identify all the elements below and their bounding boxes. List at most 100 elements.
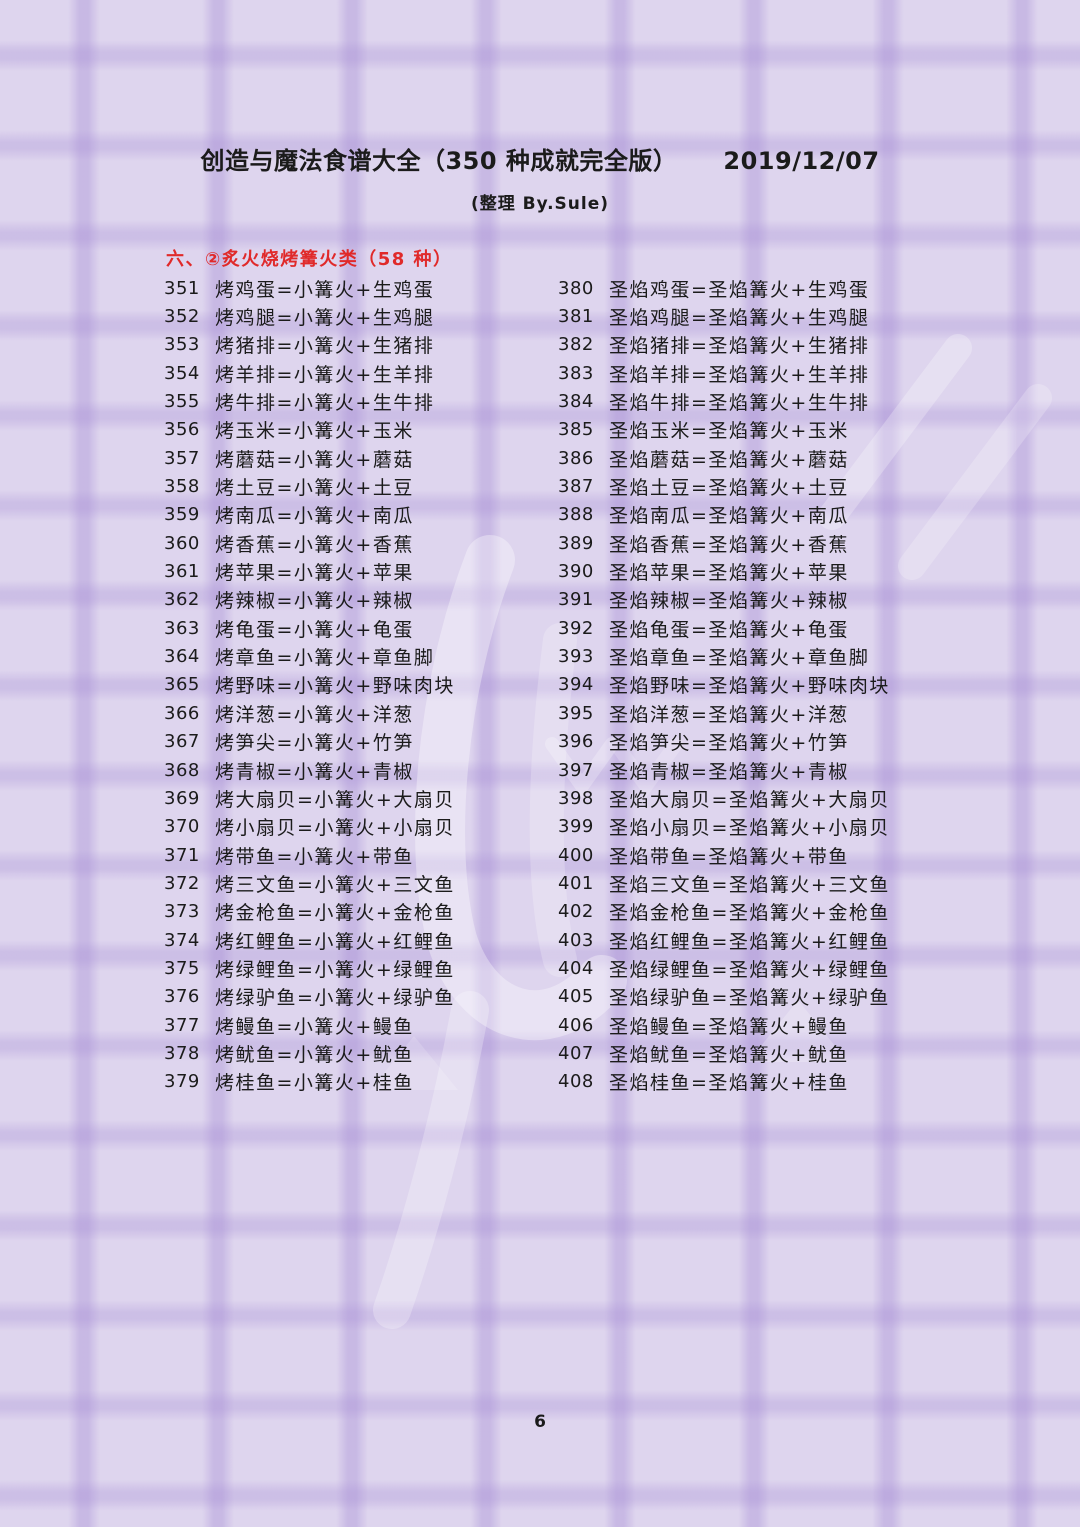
recipe-text: 烤带鱼=小篝火+带鱼 (215, 845, 414, 868)
recipe-text: 圣焰笋尖=圣焰篝火+竹笋 (609, 732, 849, 755)
page-date: 2019/12/07 (723, 147, 880, 175)
recipe-row: 404 圣焰绿鲤鱼=圣焰篝火+绿鲤鱼 (558, 954, 924, 982)
recipe-row: 378 烤鱿鱼=小篝火+鱿鱼 (164, 1039, 558, 1067)
recipe-number: 408 (558, 1071, 594, 1093)
recipe-text: 烤笋尖=小篝火+竹笋 (215, 732, 414, 755)
recipe-number: 406 (558, 1014, 594, 1036)
recipe-text: 烤三文鱼=小篝火+三文鱼 (215, 873, 455, 896)
recipe-row: 387 圣焰土豆=圣焰篝火+土豆 (558, 472, 924, 500)
recipe-row: 376 烤绿驴鱼=小篝火+绿驴鱼 (164, 983, 558, 1011)
recipe-text: 烤金枪鱼=小篝火+金枪鱼 (215, 902, 455, 925)
page-title: 创造与魔法食谱大全（350 种成就完全版） (200, 147, 678, 175)
recipe-row: 396 圣焰笋尖=圣焰篝火+竹笋 (558, 728, 924, 756)
recipe-row: 408 圣焰桂鱼=圣焰篝火+桂鱼 (558, 1068, 924, 1096)
recipe-row: 370 烤小扇贝=小篝火+小扇贝 (164, 813, 558, 841)
recipe-number: 358 (164, 476, 200, 498)
recipe-number: 387 (558, 476, 594, 498)
recipe-text: 圣焰辣椒=圣焰篝火+辣椒 (609, 590, 849, 613)
recipe-text: 圣焰龟蛋=圣焰篝火+龟蛋 (609, 618, 849, 641)
recipe-number: 351 (164, 277, 200, 299)
recipe-row: 363 烤龟蛋=小篝火+龟蛋 (164, 614, 558, 642)
recipe-number: 382 (558, 334, 594, 356)
recipe-text: 烤洋葱=小篝火+洋葱 (215, 703, 414, 726)
recipe-text: 圣焰土豆=圣焰篝火+土豆 (609, 477, 849, 500)
recipe-number: 370 (164, 816, 200, 838)
recipe-number: 374 (164, 929, 200, 951)
recipe-number: 393 (558, 646, 594, 668)
recipe-row: 380 圣焰鸡蛋=圣焰篝火+生鸡蛋 (558, 274, 924, 302)
recipe-text: 圣焰红鲤鱼=圣焰篝火+红鲤鱼 (609, 930, 890, 953)
recipe-text: 烤蘑菇=小篝火+蘑菇 (215, 448, 414, 471)
recipe-row: 401 圣焰三文鱼=圣焰篝火+三文鱼 (558, 869, 924, 897)
recipe-number: 388 (558, 504, 594, 526)
recipe-number: 381 (558, 306, 594, 328)
recipe-number: 368 (164, 759, 200, 781)
recipe-number: 394 (558, 674, 594, 696)
recipe-row: 381 圣焰鸡腿=圣焰篝火+生鸡腿 (558, 302, 924, 330)
recipe-text: 烤玉米=小篝火+玉米 (215, 420, 414, 443)
recipe-text: 圣焰鱿鱼=圣焰篝火+鱿鱼 (609, 1043, 849, 1066)
recipe-row: 375 烤绿鲤鱼=小篝火+绿鲤鱼 (164, 954, 558, 982)
recipe-row: 367 烤笋尖=小篝火+竹笋 (164, 728, 558, 756)
recipe-number: 385 (558, 419, 594, 441)
recipe-number: 376 (164, 986, 200, 1008)
recipe-number: 404 (558, 957, 594, 979)
recipe-number: 352 (164, 306, 200, 328)
recipe-row: 386 圣焰蘑菇=圣焰篝火+蘑菇 (558, 444, 924, 472)
recipe-row: 385 圣焰玉米=圣焰篝火+玉米 (558, 416, 924, 444)
recipe-text: 圣焰野味=圣焰篝火+野味肉块 (609, 675, 890, 698)
recipe-text: 圣焰桂鱼=圣焰篝火+桂鱼 (609, 1072, 849, 1095)
recipe-row: 389 圣焰香蕉=圣焰篝火+香蕉 (558, 529, 924, 557)
recipe-number: 402 (558, 901, 594, 923)
recipe-number: 378 (164, 1042, 200, 1064)
recipe-text: 烤青椒=小篝火+青椒 (215, 760, 414, 783)
recipe-text: 圣焰香蕉=圣焰篝火+香蕉 (609, 533, 849, 556)
recipe-row: 352 烤鸡腿=小篝火+生鸡腿 (164, 302, 558, 330)
recipe-text: 圣焰鳗鱼=圣焰篝火+鳗鱼 (609, 1015, 849, 1038)
recipe-number: 361 (164, 561, 200, 583)
recipe-row: 382 圣焰猪排=圣焰篝火+生猪排 (558, 331, 924, 359)
recipe-row: 365 烤野味=小篝火+野味肉块 (164, 671, 558, 699)
recipe-number: 395 (558, 702, 594, 724)
recipe-text: 烤香蕉=小篝火+香蕉 (215, 533, 414, 556)
recipe-text: 圣焰章鱼=圣焰篝火+章鱼脚 (609, 647, 870, 670)
recipe-row: 355 烤牛排=小篝火+生牛排 (164, 387, 558, 415)
recipe-row: 369 烤大扇贝=小篝火+大扇贝 (164, 784, 558, 812)
recipe-text: 圣焰苹果=圣焰篝火+苹果 (609, 562, 849, 585)
recipe-row: 356 烤玉米=小篝火+玉米 (164, 416, 558, 444)
recipe-number: 364 (164, 646, 200, 668)
recipe-row: 407 圣焰鱿鱼=圣焰篝火+鱿鱼 (558, 1039, 924, 1067)
recipe-text: 烤鳗鱼=小篝火+鳗鱼 (215, 1015, 414, 1038)
recipe-row: 383 圣焰羊排=圣焰篝火+生羊排 (558, 359, 924, 387)
recipe-row: 351 烤鸡蛋=小篝火+生鸡蛋 (164, 274, 558, 302)
recipe-number: 363 (164, 617, 200, 639)
recipe-text: 圣焰绿鲤鱼=圣焰篝火+绿鲤鱼 (609, 958, 890, 981)
recipe-row: 398 圣焰大扇贝=圣焰篝火+大扇贝 (558, 784, 924, 812)
recipe-number: 398 (558, 787, 594, 809)
recipe-row: 353 烤猪排=小篝火+生猪排 (164, 331, 558, 359)
recipe-text: 烤红鲤鱼=小篝火+红鲤鱼 (215, 930, 455, 953)
recipe-number: 355 (164, 391, 200, 413)
recipe-row: 359 烤南瓜=小篝火+南瓜 (164, 501, 558, 529)
recipe-text: 圣焰玉米=圣焰篝火+玉米 (609, 420, 849, 443)
page-header: 创造与魔法食谱大全（350 种成就完全版） 2019/12/07 (0, 141, 1080, 176)
recipe-text: 圣焰小扇贝=圣焰篝火+小扇贝 (609, 817, 890, 840)
recipe-number: 396 (558, 731, 594, 753)
section-heading: 六、②炙火烧烤篝火类（58 种） (166, 249, 453, 270)
page-number: 6 (534, 1412, 546, 1432)
recipe-number: 373 (164, 901, 200, 923)
recipe-number: 380 (558, 277, 594, 299)
recipe-text: 烤羊排=小篝火+生羊排 (215, 363, 435, 386)
recipe-text: 圣焰牛排=圣焰篝火+生牛排 (609, 392, 870, 415)
recipe-row: 391 圣焰辣椒=圣焰篝火+辣椒 (558, 586, 924, 614)
recipe-text: 圣焰大扇贝=圣焰篝火+大扇贝 (609, 788, 890, 811)
recipe-row: 390 圣焰苹果=圣焰篝火+苹果 (558, 557, 924, 585)
recipe-number: 369 (164, 787, 200, 809)
recipe-text: 烤大扇贝=小篝火+大扇贝 (215, 788, 455, 811)
recipe-number: 399 (558, 816, 594, 838)
recipe-row: 402 圣焰金枪鱼=圣焰篝火+金枪鱼 (558, 898, 924, 926)
recipe-number: 401 (558, 872, 594, 894)
recipe-number: 386 (558, 447, 594, 469)
recipe-number: 384 (558, 391, 594, 413)
recipe-row: 374 烤红鲤鱼=小篝火+红鲤鱼 (164, 926, 558, 954)
